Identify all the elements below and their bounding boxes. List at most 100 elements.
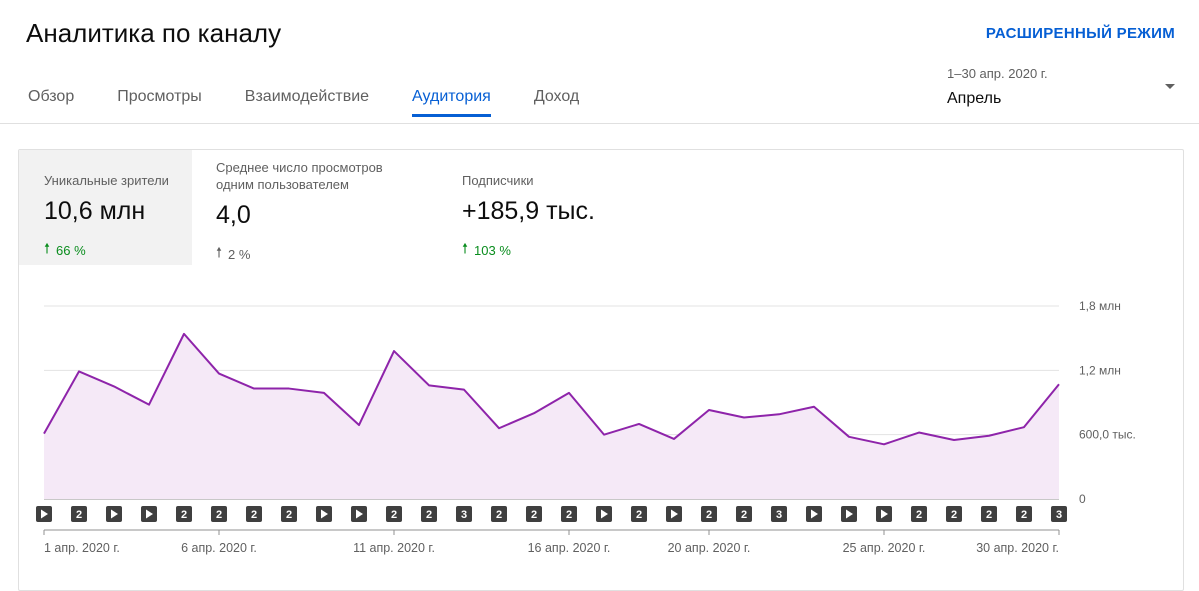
marker-box — [176, 506, 192, 522]
multi-upload-marker[interactable]: 2 — [981, 506, 997, 522]
upload-count: 2 — [986, 509, 992, 521]
upload-count: 3 — [461, 509, 467, 521]
play-icon — [321, 509, 328, 519]
metric-change-value: 66 % — [56, 242, 86, 258]
marker-box — [456, 506, 472, 522]
upload-count: 2 — [566, 509, 572, 521]
tab-bar: Обзор Просмотры Взаимодействие Аудитория… — [28, 88, 622, 117]
upload-count: 2 — [391, 509, 397, 521]
marker-box — [211, 506, 227, 522]
x-tick-label: 25 апр. 2020 г. — [843, 541, 926, 555]
multi-upload-marker[interactable]: 2 — [246, 506, 262, 522]
upload-count: 2 — [951, 509, 957, 521]
multi-upload-marker[interactable]: 3 — [771, 506, 787, 522]
multi-upload-marker[interactable]: 2 — [281, 506, 297, 522]
play-icon — [671, 509, 678, 519]
play-icon — [846, 509, 853, 519]
date-range-text: 1–30 апр. 2020 г. — [947, 66, 1048, 81]
metric-label: Уникальные зрители — [44, 173, 169, 188]
x-tick-label: 11 апр. 2020 г. — [353, 541, 435, 555]
x-tick-label: 6 апр. 2020 г. — [181, 541, 257, 555]
tab-audience[interactable]: Аудитория — [412, 88, 491, 117]
marker-box — [246, 506, 262, 522]
play-icon — [881, 509, 888, 519]
marker-box — [946, 506, 962, 522]
video-upload-marker[interactable] — [666, 506, 682, 522]
metric-value: 10,6 млн — [44, 197, 146, 225]
metric-change-value: 2 % — [228, 246, 251, 262]
marker-box — [771, 506, 787, 522]
multi-upload-marker[interactable]: 3 — [456, 506, 472, 522]
play-icon — [811, 509, 818, 519]
multi-upload-marker[interactable]: 2 — [561, 506, 577, 522]
upload-count: 2 — [496, 509, 502, 521]
multi-upload-marker[interactable]: 2 — [421, 506, 437, 522]
upload-count: 3 — [776, 509, 782, 521]
metric-change-value: 103 % — [474, 242, 511, 258]
upload-count: 2 — [181, 509, 187, 521]
advanced-mode-link[interactable]: РАСШИРЕННЫЙ РЕЖИМ — [985, 25, 1175, 42]
metric-change: 🠕 103 % — [462, 238, 672, 262]
video-upload-marker[interactable] — [596, 506, 612, 522]
play-icon — [356, 509, 363, 519]
metric-value: +185,9 тыс. — [462, 197, 595, 225]
multi-upload-marker[interactable]: 2 — [176, 506, 192, 522]
multi-upload-marker[interactable]: 2 — [211, 506, 227, 522]
date-period-value: Апрель — [947, 90, 1002, 107]
date-range-dropdown[interactable]: 1–30 апр. 2020 г. Апрель — [947, 66, 1175, 114]
metric-subscribers[interactable]: Подписчики +185,9 тыс. 🠕 103 % — [432, 150, 672, 265]
upload-count: 2 — [286, 509, 292, 521]
video-upload-marker[interactable] — [841, 506, 857, 522]
multi-upload-marker[interactable]: 2 — [386, 506, 402, 522]
tab-engagement[interactable]: Взаимодействие — [244, 88, 370, 105]
upload-count: 2 — [216, 509, 222, 521]
multi-upload-marker[interactable]: 2 — [701, 506, 717, 522]
tab-overview[interactable]: Обзор — [28, 88, 75, 105]
multi-upload-marker[interactable]: 2 — [71, 506, 87, 522]
upload-count: 3 — [1056, 509, 1062, 521]
upload-count: 2 — [531, 509, 537, 521]
area-fill — [44, 333, 1059, 499]
arrow-up-icon: 🠕 — [216, 244, 223, 260]
video-upload-marker[interactable] — [351, 506, 367, 522]
page-title: Аналитика по каналу — [26, 18, 282, 48]
metric-label: Подписчики — [462, 173, 534, 188]
marker-box — [526, 506, 542, 522]
play-icon — [601, 509, 608, 519]
video-upload-marker[interactable] — [876, 506, 892, 522]
multi-upload-marker[interactable]: 2 — [911, 506, 927, 522]
metric-unique-viewers[interactable]: Уникальные зрители 10,6 млн 🠕 66 % — [19, 150, 192, 265]
multi-upload-marker[interactable]: 2 — [1016, 506, 1032, 522]
header-divider — [0, 123, 1199, 124]
video-upload-marker[interactable] — [316, 506, 332, 522]
marker-box — [71, 506, 87, 522]
metric-label: Среднее число просмотров одним пользоват… — [216, 160, 383, 192]
video-upload-marker[interactable] — [141, 506, 157, 522]
metric-change: 🠕 2 % — [216, 242, 406, 266]
multi-upload-marker[interactable]: 2 — [736, 506, 752, 522]
marker-box — [736, 506, 752, 522]
marker-box — [911, 506, 927, 522]
video-upload-marker[interactable] — [36, 506, 52, 522]
multi-upload-marker[interactable]: 2 — [526, 506, 542, 522]
metric-avg-views-per-viewer[interactable]: Среднее число просмотров одним пользоват… — [192, 150, 432, 265]
multi-upload-marker[interactable]: 3 — [1051, 506, 1067, 522]
multi-upload-marker[interactable]: 2 — [946, 506, 962, 522]
tab-revenue[interactable]: Доход — [533, 88, 580, 105]
multi-upload-marker[interactable]: 2 — [491, 506, 507, 522]
analytics-card: Уникальные зрители 10,6 млн 🠕 66 % Средн… — [18, 149, 1184, 591]
arrow-up-icon: 🠕 — [44, 240, 51, 256]
tab-views[interactable]: Просмотры — [117, 88, 202, 105]
upload-count: 2 — [916, 509, 922, 521]
multi-upload-marker[interactable]: 2 — [631, 506, 647, 522]
y-tick-label: 0 — [1079, 492, 1086, 506]
x-tick-label: 30 апр. 2020 г. — [976, 541, 1059, 555]
video-upload-marker[interactable] — [106, 506, 122, 522]
marker-box — [421, 506, 437, 522]
video-upload-marker[interactable] — [806, 506, 822, 522]
y-tick-label: 1,8 млн — [1079, 299, 1121, 313]
caret-down-icon — [1165, 84, 1175, 89]
upload-count: 2 — [1021, 509, 1027, 521]
arrow-up-icon: 🠕 — [462, 240, 469, 256]
marker-box — [1051, 506, 1067, 522]
